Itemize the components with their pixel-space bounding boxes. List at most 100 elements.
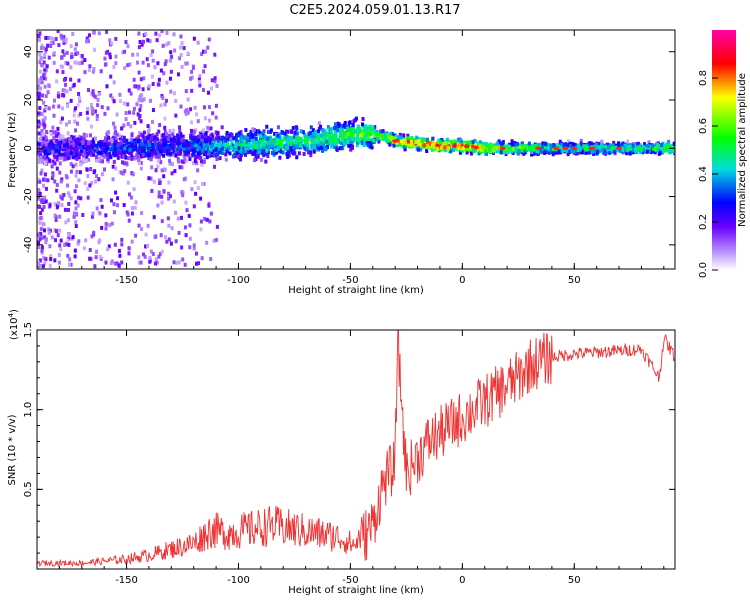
heatmap-cell — [173, 139, 177, 144]
heatmap-cell — [188, 157, 192, 162]
heatmap-cell — [37, 84, 41, 89]
heatmap-cell — [203, 116, 207, 121]
heatmap-cell — [359, 129, 363, 134]
heatmap-cell — [59, 179, 63, 184]
heatmap-cell — [38, 38, 42, 43]
heatmap-cell — [105, 152, 109, 157]
heatmap-cell — [251, 138, 255, 143]
heatmap-cell — [77, 78, 81, 83]
heatmap-cell — [230, 141, 234, 146]
heatmap-cell — [219, 138, 223, 143]
heatmap-cell — [621, 148, 625, 153]
heatmap-cell — [362, 131, 366, 136]
heatmap-cell — [80, 149, 84, 154]
heatmap-cell — [403, 147, 407, 152]
heatmap-cell — [631, 143, 635, 148]
heatmap-cell — [122, 123, 126, 128]
snr-data-point — [193, 547, 195, 549]
heatmap-cell — [647, 140, 651, 145]
heatmap-cell — [39, 46, 43, 51]
heatmap-cell — [532, 151, 536, 156]
heatmap-cell — [142, 97, 146, 102]
heatmap-cell — [65, 89, 69, 94]
heatmap-cell — [40, 235, 44, 240]
heatmap-cell — [603, 151, 607, 156]
heatmap-cell — [588, 141, 592, 146]
snr-frame — [36, 329, 676, 570]
x-tick-label: -50 — [342, 575, 358, 586]
heatmap-cell — [47, 227, 51, 232]
heatmap-cell — [530, 150, 534, 155]
heatmap-cell — [176, 140, 180, 145]
heatmap-cell — [134, 233, 138, 238]
heatmap-cell — [47, 148, 51, 153]
heatmap-cell — [61, 106, 65, 111]
heatmap-cell — [203, 152, 207, 157]
heatmap-cell — [184, 151, 188, 156]
heatmap-cell — [636, 147, 640, 152]
heatmap-cell — [96, 148, 100, 153]
heatmap-cell — [94, 136, 98, 141]
heatmap-cell — [107, 142, 111, 147]
heatmap-cell — [59, 247, 63, 252]
heatmap-cell — [158, 123, 162, 128]
heatmap-cell — [461, 146, 465, 151]
heatmap-cell — [49, 131, 53, 136]
heatmap-cell — [182, 177, 186, 182]
heatmap-cell — [187, 143, 191, 148]
heatmap-cell — [139, 166, 143, 171]
heatmap-cell — [377, 133, 381, 138]
heatmap-cell — [214, 136, 218, 141]
heatmap-cell — [214, 152, 218, 157]
heatmap-cell — [210, 137, 214, 142]
heatmap-cell — [156, 164, 160, 169]
heatmap-cell — [40, 93, 44, 98]
heatmap-cell — [74, 42, 78, 47]
heatmap-cell — [115, 261, 119, 266]
heatmap-cell — [199, 227, 203, 232]
heatmap-cell — [182, 46, 186, 51]
heatmap-cell — [309, 130, 313, 135]
snr-panel: -150 -100 -50 0 50 0.51.01.5 Height of strai… — [7, 309, 676, 596]
heatmap-cell — [106, 159, 110, 164]
heatmap-cell — [159, 68, 163, 73]
heatmap-cell — [559, 142, 563, 147]
heatmap-cell — [43, 172, 47, 177]
heatmap-cell — [454, 139, 458, 144]
heatmap-cell — [293, 151, 297, 156]
heatmap-cell — [42, 46, 46, 51]
heatmap-cell — [58, 214, 62, 219]
heatmap-cell — [40, 63, 44, 68]
heatmap-cell — [105, 147, 109, 152]
heatmap-cell — [205, 155, 209, 160]
heatmap-cell — [148, 140, 152, 145]
heatmap-cell — [167, 151, 171, 156]
spectrogram-x-label: Height of straight line (km) — [288, 285, 424, 296]
heatmap-cell — [200, 135, 204, 140]
heatmap-cell — [57, 144, 61, 149]
heatmap-cell — [90, 180, 94, 185]
heatmap-cell — [138, 114, 142, 119]
heatmap-cell — [317, 142, 321, 147]
heatmap-cell — [204, 138, 208, 143]
heatmap-cell — [158, 151, 162, 156]
heatmap-cell — [375, 131, 379, 136]
heatmap-cell — [128, 62, 132, 67]
heatmap-cell — [656, 142, 660, 147]
heatmap-cell — [67, 120, 71, 125]
heatmap-cell — [276, 146, 280, 151]
heatmap-cell — [182, 146, 186, 151]
heatmap-cell — [69, 161, 73, 166]
heatmap-cell — [310, 137, 314, 142]
heatmap-cell — [136, 52, 140, 57]
heatmap-cell — [335, 139, 339, 144]
heatmap-cell — [167, 223, 171, 228]
heatmap-cell — [285, 134, 289, 139]
heatmap-cell — [190, 69, 194, 74]
heatmap-cell — [142, 39, 146, 44]
heatmap-cell — [398, 139, 402, 144]
heatmap-cell — [403, 138, 407, 143]
heatmap-cell — [225, 143, 229, 148]
heatmap-cell — [61, 70, 65, 75]
heatmap-cell — [170, 162, 174, 167]
